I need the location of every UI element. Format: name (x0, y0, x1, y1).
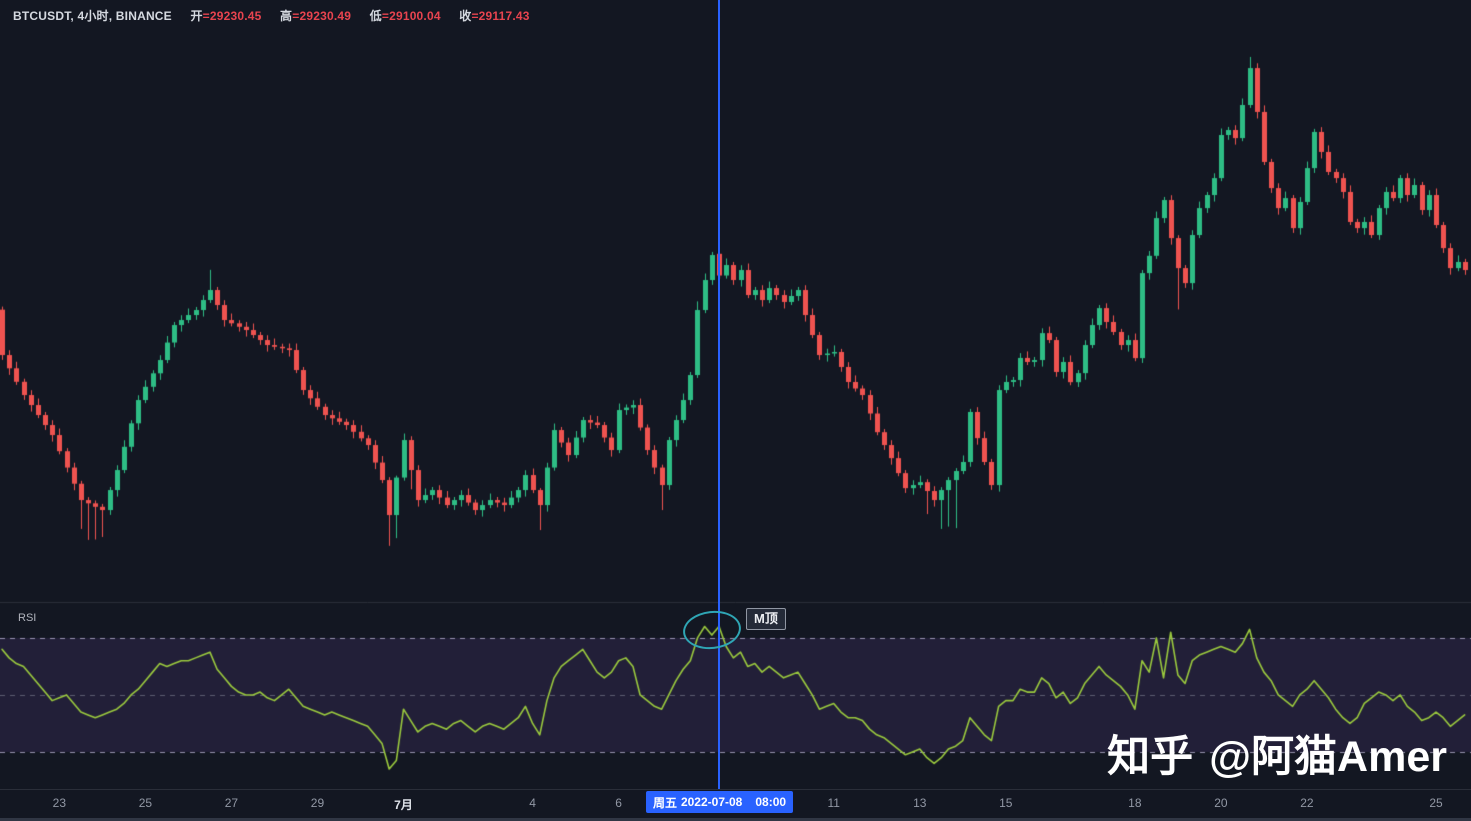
rsi-indicator-label[interactable]: RSI (18, 612, 37, 624)
watermark: 知乎 @阿猫Amer (1107, 732, 1447, 782)
close-value: =29117.43 (471, 9, 530, 23)
time-axis-tick: 6 (615, 796, 622, 810)
time-axis-tick: 11 (827, 796, 840, 810)
watermark-site: 知乎 (1107, 733, 1194, 781)
time-axis-tick-month: 7月 (394, 798, 413, 812)
time-axis-tick: 27 (224, 796, 239, 810)
symbol-title[interactable]: BTCUSDT, 4小时, BINANCE (13, 9, 172, 23)
ohlc-low: 低=29100.04 (370, 9, 441, 23)
crosshair-date-pill: 周五 2022-07-08 08:00 (646, 791, 793, 813)
time-axis-tick: 15 (999, 796, 1013, 810)
time-axis[interactable]: 23 25 27 29 7月 4 6 11 13 15 18 20 22 25 周五 2022-07-08… (0, 789, 1471, 819)
close-label: 收 (459, 9, 472, 23)
open-label: 开 (190, 9, 203, 23)
time-axis-tick: 25 (138, 796, 153, 810)
low-value: =29100.04 (381, 9, 441, 23)
ohlc-high: 高=29230.49 (280, 9, 351, 23)
time-axis-tick: 23 (52, 796, 67, 810)
time-axis-tick: 20 (1214, 796, 1228, 810)
low-label: 低 (369, 9, 382, 23)
high-label: 高 (280, 9, 293, 23)
open-value: =29230.45 (202, 9, 262, 23)
ohlc-open: 开=29230.45 (190, 9, 261, 23)
pill-day: 周五 (652, 795, 677, 810)
time-axis-tick: 25 (1429, 796, 1443, 810)
symbol-legend: BTCUSDT, 4小时, BINANCE 开=29230.45 高=29230… (13, 7, 530, 24)
time-axis-tick: 29 (310, 796, 325, 810)
annotation-m-top-label[interactable]: M顶 (746, 608, 786, 630)
time-axis-tick: 22 (1300, 796, 1314, 810)
time-axis-tick: 13 (913, 796, 927, 810)
pill-date: 2022-07-08 (680, 795, 743, 809)
crosshair-vertical-line (718, 0, 720, 789)
bottom-edge-strip (0, 818, 1471, 821)
ohlc-close: 收=29117.43 (459, 9, 529, 23)
high-value: =29230.49 (292, 9, 352, 23)
pill-time: 08:00 (755, 795, 787, 809)
price-chart-canvas[interactable] (0, 0, 1471, 789)
time-axis-tick: 4 (529, 796, 536, 810)
time-axis-tick: 18 (1128, 796, 1142, 810)
watermark-handle: @阿猫Amer (1209, 733, 1447, 781)
